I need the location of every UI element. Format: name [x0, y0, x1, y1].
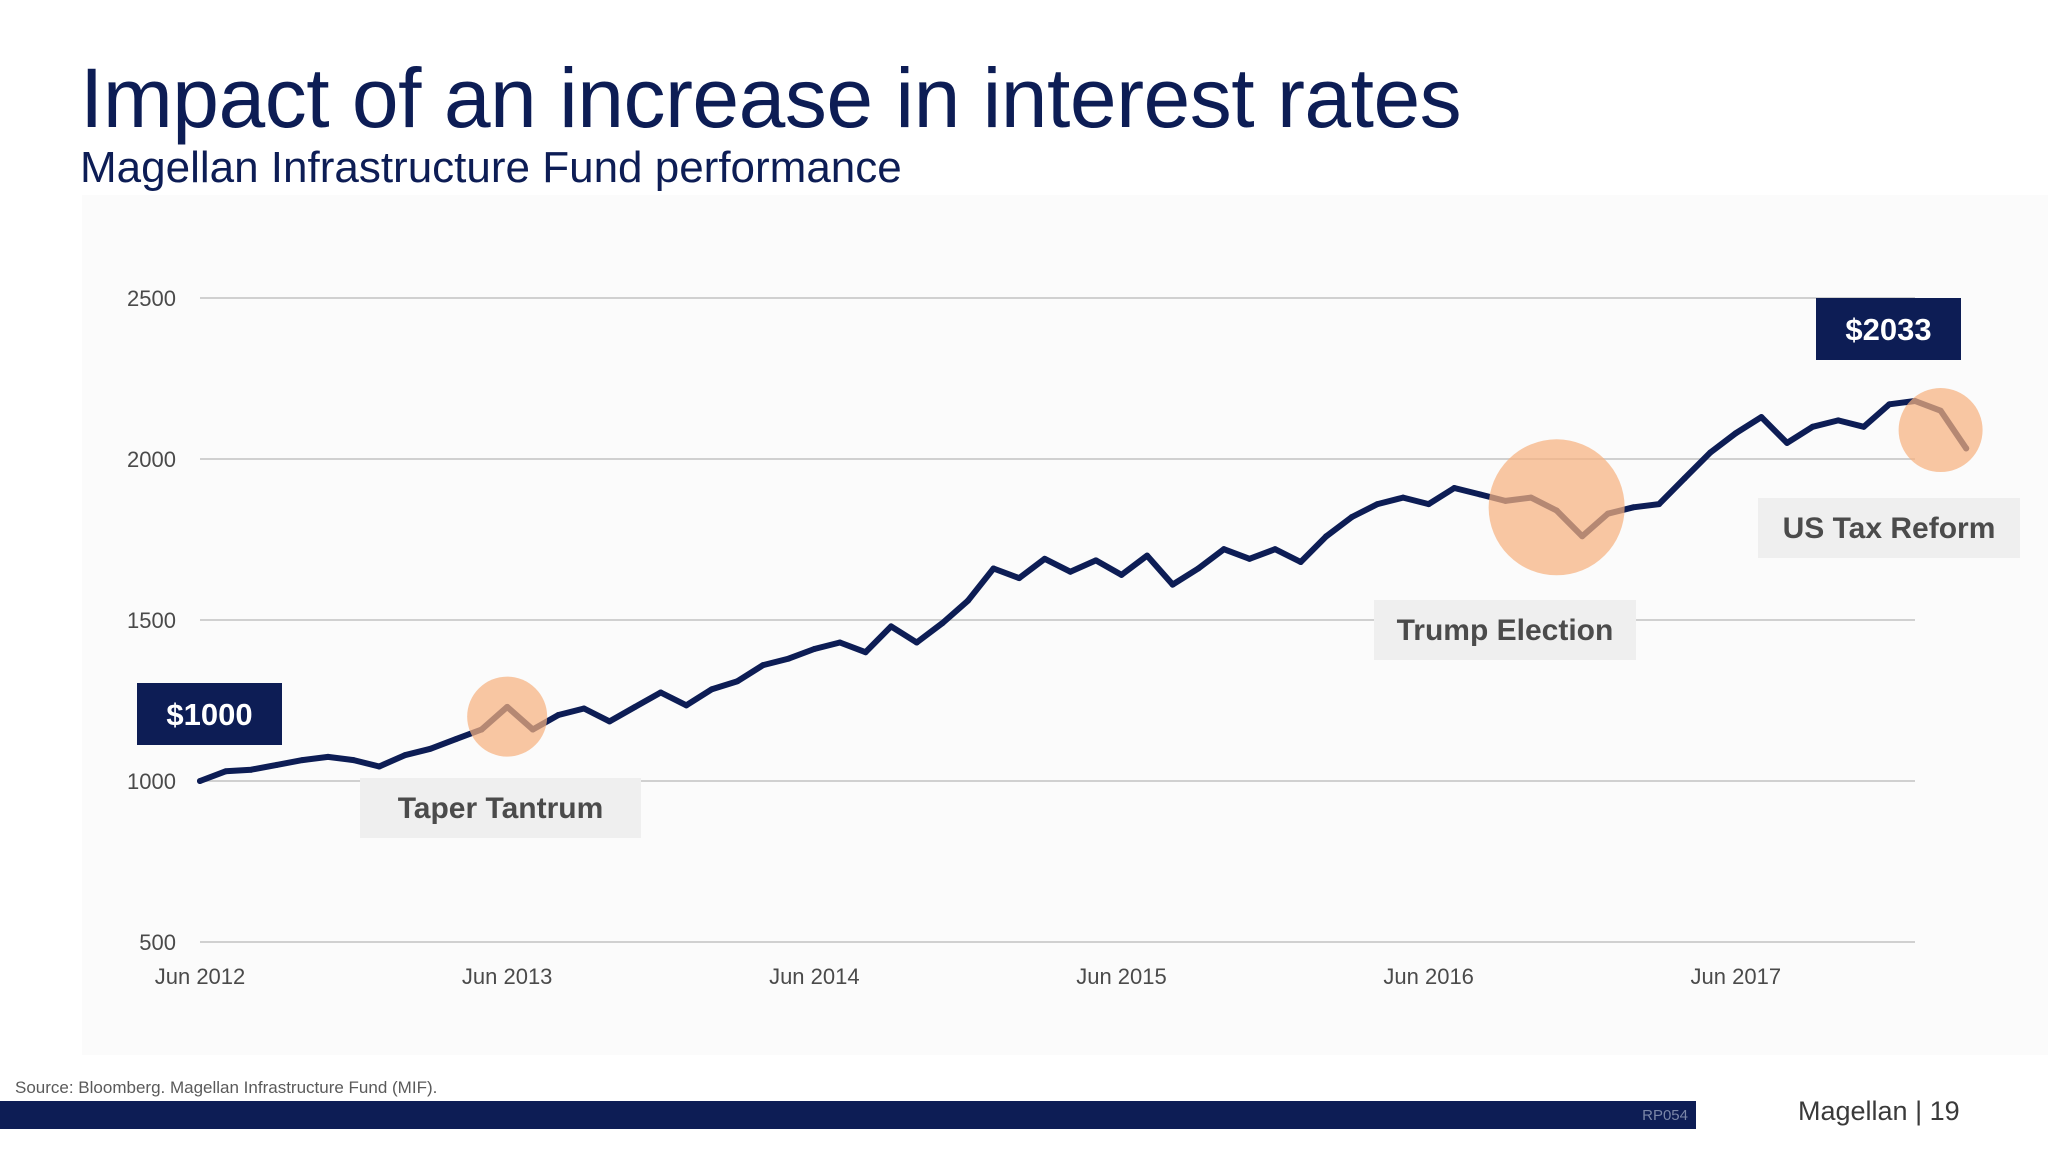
x-tick-label: Jun 2013: [462, 964, 553, 989]
annotation-label: Taper Tantrum: [398, 792, 604, 825]
highlight-layer: [467, 388, 1983, 757]
data-point: [683, 702, 690, 709]
data-point: [1425, 501, 1432, 508]
data-point: [1118, 571, 1125, 578]
x-tick-label: Jun 2017: [1691, 964, 1782, 989]
data-point: [580, 705, 587, 712]
x-tick-label: Jun 2016: [1383, 964, 1474, 989]
y-tick-label: 1500: [127, 608, 176, 633]
data-point: [1809, 423, 1816, 430]
data-point: [632, 703, 639, 710]
data-point: [888, 623, 895, 630]
data-point: [964, 597, 971, 604]
data-point: [1220, 546, 1227, 553]
annotation-box: [360, 778, 641, 838]
data-point: [1092, 557, 1099, 564]
data-point: [1297, 559, 1304, 566]
data-point: [1246, 555, 1253, 562]
data-point: [376, 763, 383, 770]
data-point: [1169, 581, 1176, 588]
data-point: [657, 689, 664, 696]
data-point: [785, 655, 792, 662]
data-point: [939, 620, 946, 627]
data-point: [1732, 430, 1739, 437]
highlight-circle: [1488, 439, 1625, 576]
page-title: Impact of an increase in interest rates: [80, 51, 1462, 145]
value-label-box: [137, 683, 282, 745]
value-label-box: [1816, 298, 1961, 360]
data-point: [1195, 565, 1202, 572]
data-point: [427, 745, 434, 752]
data-point: [273, 761, 280, 768]
data-point: [1451, 484, 1458, 491]
data-point: [1272, 546, 1279, 553]
data-point: [1681, 475, 1688, 482]
annotation-box: [1374, 600, 1636, 660]
data-point: [1656, 501, 1663, 508]
footer-code: RP054: [1642, 1107, 1688, 1124]
value-label: $2033: [1845, 312, 1931, 347]
data-point: [836, 639, 843, 646]
x-tick-label: Jun 2015: [1076, 964, 1167, 989]
x-tick-label: Jun 2014: [769, 964, 860, 989]
y-axis-ticks: 500 1000 1500 2000 2500: [127, 286, 176, 955]
data-point: [1323, 533, 1330, 540]
data-point: [1758, 414, 1765, 421]
y-tick-label: 2000: [127, 447, 176, 472]
data-point: [1835, 417, 1842, 424]
x-axis-ticks: Jun 2012 Jun 2013 Jun 2014 Jun 2015 Jun 2016…: [155, 964, 1781, 989]
data-point: [1476, 491, 1483, 498]
data-point: [913, 639, 920, 646]
data-point: [1041, 555, 1048, 562]
y-tick-label: 2500: [127, 286, 176, 311]
data-point: [734, 678, 741, 685]
plot-background: [82, 195, 2048, 1055]
data-point: [1016, 575, 1023, 582]
data-point: [1067, 568, 1074, 575]
y-tick-label: 1000: [127, 769, 176, 794]
data-point: [708, 686, 715, 693]
data-point: [248, 766, 255, 773]
data-point: [811, 645, 818, 652]
data-point: [401, 752, 408, 759]
x-tick-label: Jun 2012: [155, 964, 246, 989]
data-point: [1784, 439, 1791, 446]
footer-brand: Magellan | 19: [1798, 1096, 1960, 1126]
annotation-label: US Tax Reform: [1783, 512, 1996, 545]
data-point: [990, 565, 997, 572]
data-point: [555, 711, 562, 718]
data-point: [1860, 423, 1867, 430]
footer-bar: RP054: [0, 1101, 1696, 1129]
data-point: [1630, 504, 1637, 511]
data-point: [197, 778, 203, 784]
data-point: [760, 662, 767, 669]
data-point: [222, 768, 229, 775]
highlight-circle: [467, 676, 548, 757]
data-point: [862, 649, 869, 656]
highlight-circle: [1898, 388, 1983, 473]
data-point: [1886, 401, 1893, 408]
page-subtitle: Magellan Infrastructure Fund performance: [80, 143, 902, 192]
data-point: [1400, 494, 1407, 501]
data-point: [1707, 449, 1714, 456]
source-note: Source: Bloomberg. Magellan Infrastructu…: [15, 1078, 438, 1097]
value-label: $1000: [166, 697, 252, 732]
data-point: [299, 757, 306, 764]
y-tick-label: 500: [139, 930, 176, 955]
data-point: [606, 718, 613, 725]
annotation-label: Trump Election: [1397, 614, 1614, 647]
data-point: [452, 736, 459, 743]
data-point: [324, 753, 331, 760]
data-point: [1144, 552, 1151, 559]
data-point: [350, 757, 357, 764]
data-point: [1348, 513, 1355, 520]
label-layer: Taper Tantrum Trump Election US Tax Reform…: [137, 298, 2020, 838]
annotation-box: [1758, 498, 2020, 558]
data-point: [1374, 501, 1381, 508]
